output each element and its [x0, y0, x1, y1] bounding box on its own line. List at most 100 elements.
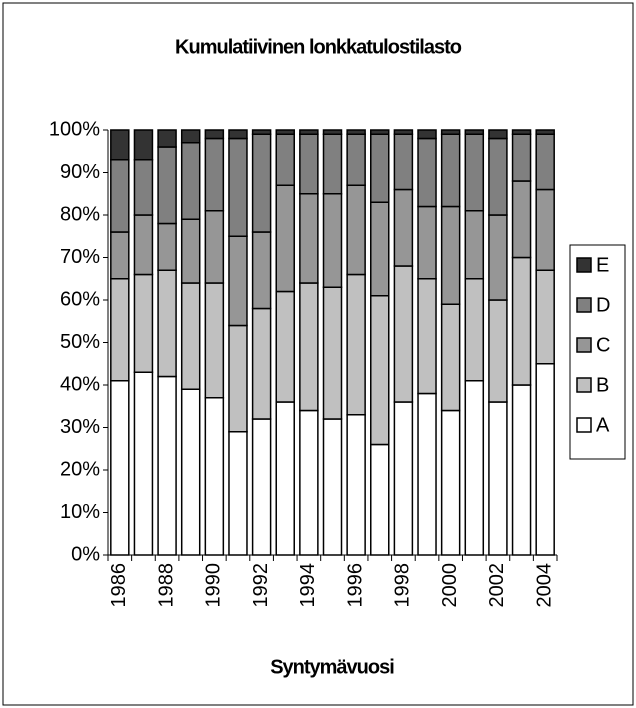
y-tick-label: 30%	[60, 416, 100, 438]
bar-segment	[204, 397, 225, 556]
y-tick-label: 60%	[60, 288, 100, 310]
bar-segment	[511, 129, 532, 135]
bar-segment	[417, 205, 437, 280]
bar-segment	[133, 159, 154, 216]
bar-segment	[275, 133, 295, 186]
bar-segment	[251, 133, 272, 233]
bar-segment	[535, 269, 555, 365]
bar-segment	[157, 375, 177, 556]
bar-segment	[488, 299, 508, 403]
bar-segment	[251, 129, 272, 135]
bar-segment	[251, 418, 272, 556]
legend-label: B	[596, 374, 609, 396]
bar-segment	[464, 210, 485, 280]
bar-segment	[464, 278, 485, 382]
bar-segment	[275, 401, 295, 556]
legend-label: E	[596, 254, 609, 276]
bar-segment	[417, 137, 437, 208]
bar-segment	[110, 129, 130, 161]
y-tick-label: 80%	[60, 203, 100, 225]
bar-segment	[440, 133, 461, 208]
bar-segment	[322, 133, 343, 195]
bar-segment	[180, 388, 201, 556]
x-tick-label: 1992	[250, 563, 272, 608]
y-tick-label: 100%	[49, 118, 100, 140]
bar-segment	[299, 129, 319, 135]
y-tick-label: 20%	[60, 458, 100, 480]
legend-swatch	[576, 257, 592, 273]
bar-segment	[228, 129, 248, 140]
bar-segment	[393, 129, 414, 135]
x-tick-label: 2002	[486, 563, 508, 608]
bar-segment	[204, 282, 225, 399]
legend-label: A	[596, 414, 610, 436]
bar-segment	[535, 363, 555, 556]
bar-segment	[228, 137, 248, 237]
bar-segment	[157, 146, 177, 225]
bar-segment	[299, 193, 319, 284]
bar-segment	[346, 273, 366, 416]
bar-segment	[346, 184, 366, 276]
bar-segment	[346, 414, 366, 556]
legend-label: D	[596, 294, 610, 316]
bar-segment	[417, 392, 437, 556]
bar-segment	[204, 137, 225, 212]
y-tick-label: 40%	[60, 373, 100, 395]
bar-segment	[535, 133, 555, 191]
bar-segment	[180, 282, 201, 390]
bar-segment	[157, 222, 177, 271]
bar-segment	[464, 133, 485, 212]
x-tick-label: 1994	[297, 563, 319, 608]
bar-segment	[393, 188, 414, 267]
bar-segment	[110, 159, 130, 233]
bar-segment	[133, 371, 154, 556]
legend-swatch	[576, 297, 592, 313]
bar-segment	[370, 129, 390, 135]
y-tick-label: 0%	[71, 543, 100, 565]
bar-segment	[346, 129, 366, 135]
x-tick-label: 1990	[203, 563, 225, 608]
bar-segment	[393, 133, 414, 191]
bar-segment	[228, 431, 248, 556]
x-tick-label: 2000	[439, 563, 461, 608]
bar-segment	[275, 290, 295, 403]
bar-segment	[511, 256, 532, 386]
legend-swatch	[576, 337, 592, 353]
y-tick-label: 50%	[60, 331, 100, 353]
bar-segment	[417, 278, 437, 395]
bar-segment	[251, 307, 272, 420]
bar-segment	[535, 188, 555, 271]
bar-segment	[322, 129, 343, 135]
x-tick-label: 1988	[155, 563, 177, 608]
bar-segment	[157, 129, 177, 148]
bar-segment	[511, 384, 532, 556]
legend-swatch	[576, 377, 592, 393]
bar-segment	[110, 231, 130, 280]
x-tick-label: 2004	[533, 563, 555, 608]
bar-segment	[440, 303, 461, 412]
bar-segment	[346, 133, 366, 186]
bar-segment	[251, 231, 272, 310]
bar-segment	[535, 129, 555, 135]
bar-segment	[299, 282, 319, 412]
bar-segment	[133, 214, 154, 276]
bar-segment	[299, 133, 319, 195]
bar-segment	[228, 324, 248, 433]
bar-segment	[488, 137, 508, 216]
bar-segment	[322, 286, 343, 420]
bar-segment	[275, 129, 295, 135]
x-tick-label: 1996	[344, 563, 366, 608]
bar-segment	[370, 133, 390, 203]
bar-segment	[157, 269, 177, 378]
bar-segment	[440, 129, 461, 135]
x-axis-title: Syntymävuosi	[270, 656, 394, 678]
chart-title: Kumulatiivinen lonkkatulostilasto	[175, 36, 462, 58]
bar-segment	[110, 278, 130, 382]
bar-segment	[322, 418, 343, 556]
y-tick-label: 10%	[60, 501, 100, 523]
bar-segment	[464, 380, 485, 556]
bar-segment	[110, 380, 130, 556]
bar-segment	[299, 409, 319, 556]
bar-segment	[370, 295, 390, 446]
